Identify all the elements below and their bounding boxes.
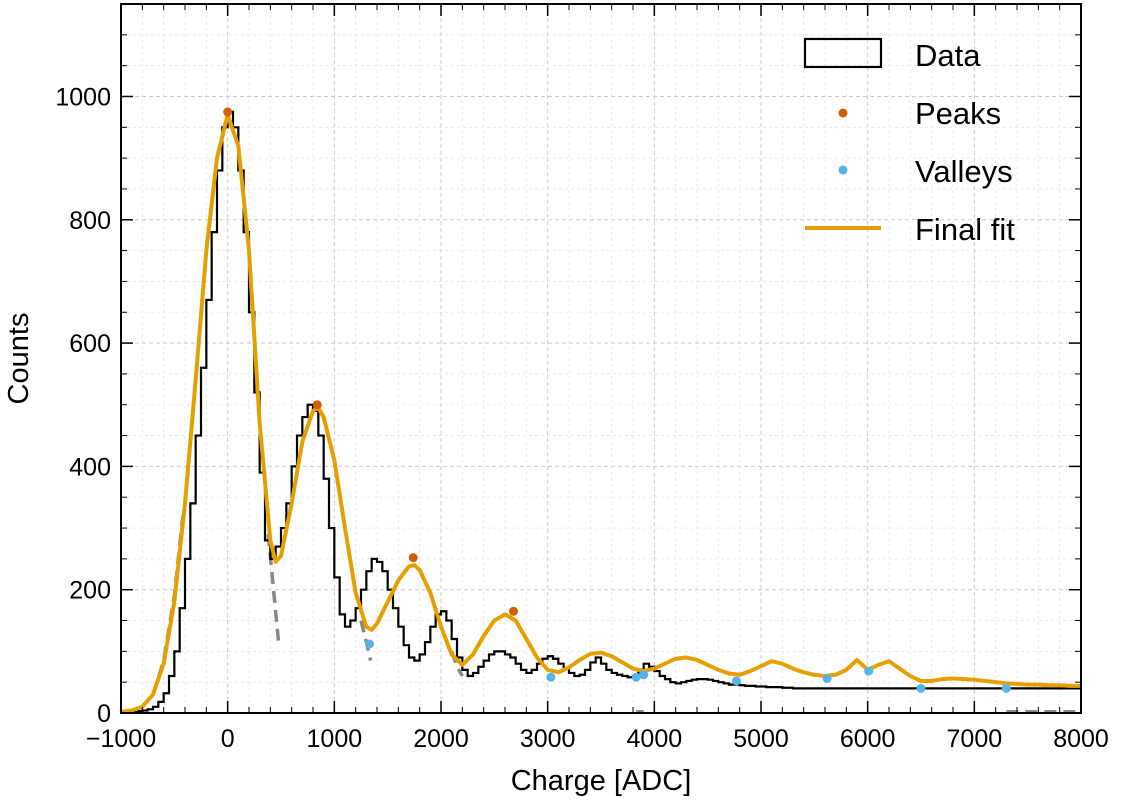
- x-tick-labels: −1000 0 1000 2000 3000 4000 5000 6000 7000 8000: [86, 725, 1109, 753]
- legend: Data Peaks Valleys Final fit: [803, 37, 1015, 247]
- peak-point: [223, 107, 233, 117]
- x-tick-label: −1000: [86, 725, 156, 753]
- legend-peaks-label: Peaks: [915, 96, 1001, 131]
- valley-point: [731, 676, 741, 686]
- peak-point: [509, 606, 519, 616]
- y-axis-label: Counts: [3, 313, 35, 405]
- component-fits: [151, 515, 1081, 714]
- y-tick-labels: 0 200 400 600 800 1000: [55, 83, 111, 728]
- legend-fit-label: Final fit: [915, 212, 1015, 247]
- x-tick-label: 7000: [947, 725, 1003, 753]
- y-tick-label: 200: [69, 577, 111, 605]
- valley-point: [916, 683, 926, 693]
- plot-frame: [120, 3, 1082, 714]
- y-tick-label: 600: [69, 330, 111, 358]
- valley-point: [864, 666, 874, 676]
- y-tick-label: 0: [97, 700, 111, 728]
- legend-peaks-swatch: [838, 108, 848, 118]
- valley-point: [631, 672, 641, 682]
- x-tick-label: 8000: [1053, 725, 1109, 753]
- peaks-markers: [223, 107, 519, 616]
- x-tick-label: 6000: [840, 725, 896, 753]
- data-histogram: [119, 110, 1081, 713]
- valley-point: [365, 639, 375, 649]
- final-fit-line: [120, 112, 1081, 714]
- valley-point: [546, 672, 556, 682]
- x-tick-label: 5000: [733, 725, 789, 753]
- legend-data-label: Data: [915, 38, 981, 73]
- valley-point: [639, 670, 649, 680]
- valley-point: [822, 673, 832, 683]
- component-fit-segment: [151, 515, 185, 696]
- x-tick-label: 2000: [413, 725, 469, 753]
- x-tick-label: 3000: [520, 725, 576, 753]
- x-tick-label: 0: [221, 725, 235, 753]
- valley-point: [1001, 683, 1011, 693]
- axis-ticks: [120, 3, 1082, 714]
- peak-point: [312, 400, 322, 410]
- y-tick-label: 400: [69, 453, 111, 481]
- legend-valleys-label: Valleys: [915, 154, 1013, 189]
- y-tick-label: 800: [69, 207, 111, 235]
- y-tick-label: 1000: [55, 83, 111, 111]
- x-tick-label: 4000: [627, 725, 683, 753]
- peak-point: [408, 553, 418, 563]
- legend-data-swatch: [803, 37, 883, 69]
- x-tick-label: 1000: [307, 725, 363, 753]
- legend-valleys-swatch: [838, 165, 848, 175]
- x-axis-label: Charge [ADC]: [511, 765, 692, 797]
- valleys-markers: [365, 639, 1011, 693]
